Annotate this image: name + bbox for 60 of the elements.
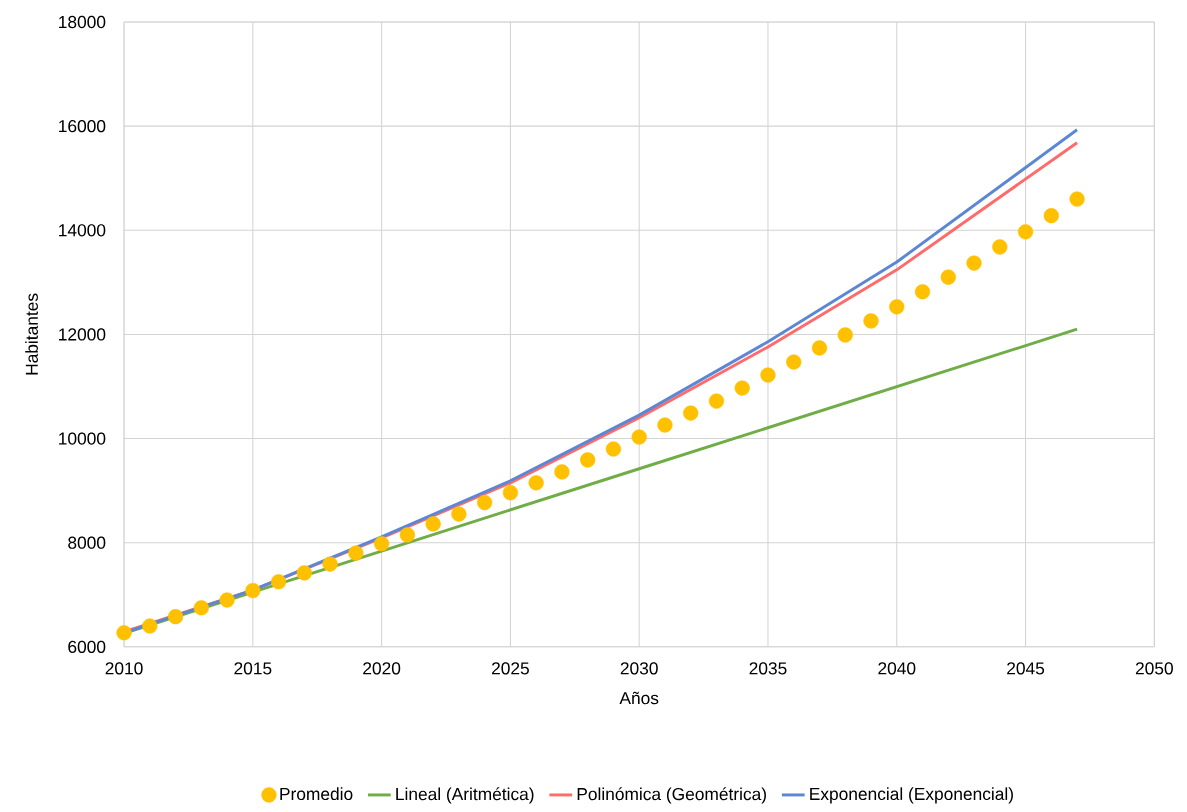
point	[631, 429, 647, 445]
point	[657, 417, 673, 433]
point	[992, 239, 1008, 255]
x-tick-label: 2050	[1135, 662, 1173, 675]
point	[863, 313, 879, 329]
x-tick-label: 2020	[363, 662, 401, 675]
y-axis-title: Habitantes	[25, 293, 38, 375]
y-tick-label: 6000	[68, 640, 106, 653]
y-tick-label: 16000	[59, 119, 106, 133]
point	[116, 625, 132, 641]
point	[219, 592, 235, 608]
legend-label: Exponencial (Exponencial)	[810, 787, 1013, 804]
point	[451, 506, 467, 522]
point	[399, 527, 415, 543]
point	[425, 516, 441, 532]
x-tick-label: 2040	[878, 662, 916, 675]
point	[580, 452, 596, 468]
y-tick-label: 12000	[59, 328, 106, 341]
x-tick-label: 2035	[749, 662, 787, 675]
point	[193, 600, 209, 616]
point	[245, 582, 261, 599]
point	[889, 299, 905, 315]
x-tick-label: 2015	[234, 662, 272, 675]
point	[760, 367, 776, 383]
x-tick-label: 2045	[1007, 662, 1045, 675]
point	[374, 536, 390, 552]
point	[940, 269, 956, 285]
legend-label: Promedio	[280, 787, 353, 800]
point	[167, 608, 184, 625]
point	[734, 380, 750, 396]
x-tick-label: 2030	[620, 662, 658, 675]
x-axis-title: Años	[619, 691, 659, 705]
x-tick-label: 2025	[491, 662, 529, 675]
point	[296, 565, 312, 581]
point	[914, 284, 931, 300]
y-tick-label: 10000	[59, 432, 106, 445]
point	[1043, 207, 1059, 224]
point	[811, 340, 828, 356]
point	[786, 354, 802, 370]
point	[837, 327, 853, 343]
point	[1069, 191, 1085, 207]
point	[708, 393, 725, 409]
legend-label: Lineal (Aritmética)	[396, 787, 534, 804]
point	[1017, 224, 1034, 240]
legend-label: Polinómica (Geométrica)	[577, 787, 766, 804]
point	[348, 545, 364, 561]
point	[502, 485, 518, 501]
point	[528, 475, 544, 491]
point	[554, 464, 570, 480]
point	[683, 405, 699, 421]
y-tick-label: 8000	[68, 536, 106, 549]
y-tick-label: 18000	[59, 15, 106, 29]
x-tick-label: 2010	[105, 662, 143, 675]
point	[477, 494, 493, 511]
point	[966, 255, 982, 271]
point	[270, 574, 287, 590]
point	[322, 556, 338, 572]
point	[605, 441, 622, 457]
y-tick-label: 14000	[59, 224, 106, 237]
point	[142, 618, 158, 634]
